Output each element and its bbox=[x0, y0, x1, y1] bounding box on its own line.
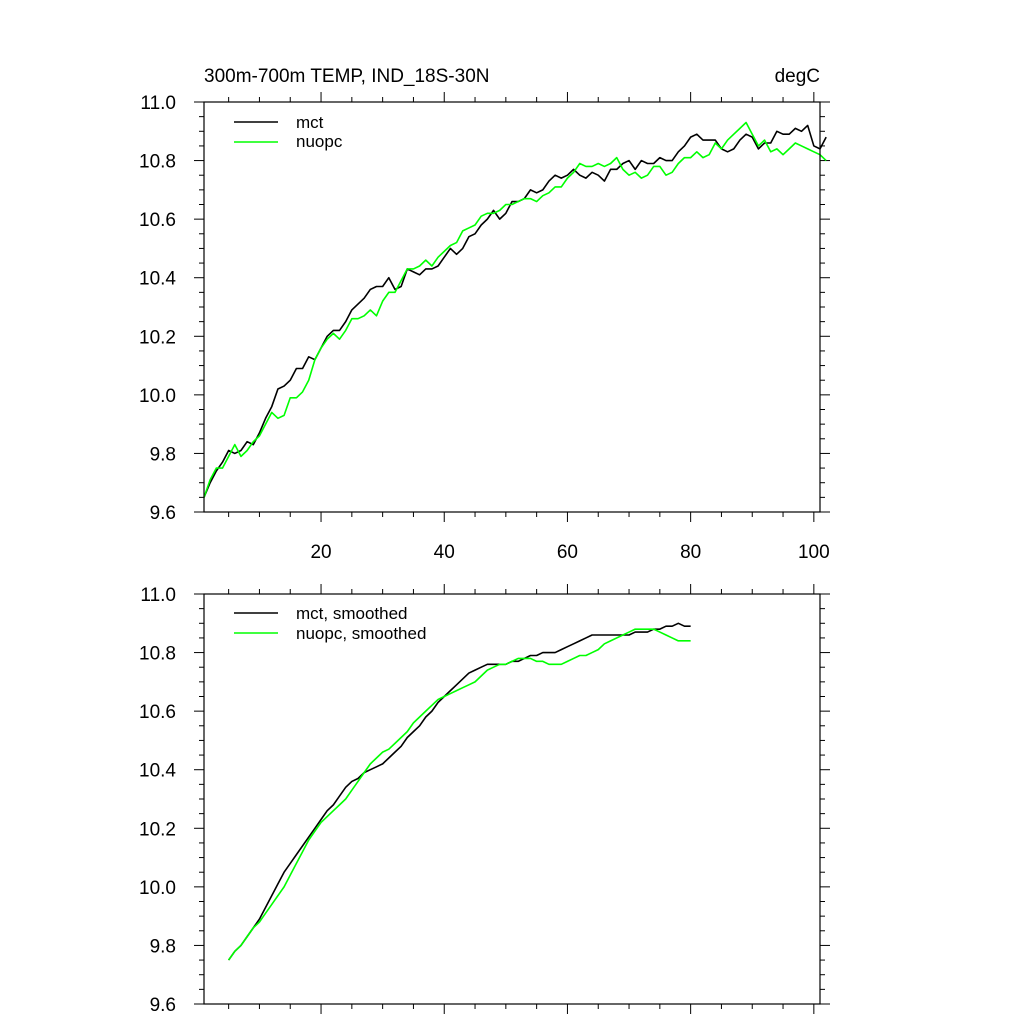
bottom-plot-frame bbox=[203, 593, 821, 1005]
legend-label-nuopc: nuopc bbox=[296, 132, 343, 151]
y-tick-label: 11.0 bbox=[140, 93, 176, 114]
y-tick-label: 11.0 bbox=[140, 585, 176, 606]
y-tick-label: 9.6 bbox=[150, 995, 176, 1016]
y-tick-label: 10.0 bbox=[139, 386, 176, 407]
units-label: degC bbox=[775, 66, 820, 87]
x-tick-label: 80 bbox=[680, 542, 701, 563]
x-tick-label: 20 bbox=[310, 542, 331, 563]
bottom-series-lines bbox=[227, 622, 691, 961]
top-x-tick-labels: 20 40 60 80 100 bbox=[310, 542, 829, 563]
y-tick-label: 9.8 bbox=[150, 936, 176, 957]
y-tick-label: 10.8 bbox=[139, 644, 176, 665]
y-tick-label: 9.6 bbox=[150, 503, 176, 524]
top-axis-ticks bbox=[194, 92, 830, 522]
y-tick-label: 10.6 bbox=[139, 702, 176, 723]
top-plot-panel: 9.6 9.8 10.0 10.2 10.4 10.6 10.8 11.0 20 40 60 80 1… bbox=[139, 92, 830, 563]
x-tick-label: 40 bbox=[434, 542, 455, 563]
bottom-y-tick-labels: 9.6 9.8 10.0 10.2 10.4 10.6 10.8 11.0 bbox=[139, 585, 176, 1016]
bottom-axis-ticks bbox=[194, 584, 830, 1014]
legend-label-mct: mct bbox=[296, 113, 324, 132]
series-line-mct bbox=[203, 124, 827, 498]
y-tick-label: 10.8 bbox=[139, 152, 176, 173]
bottom-plot-panel: 9.6 9.8 10.0 10.2 10.4 10.6 10.8 11.0 mct, smoo… bbox=[139, 584, 830, 1016]
legend-label-mct-smoothed: mct, smoothed bbox=[296, 604, 408, 623]
series-line-nuopc-smoothed bbox=[227, 628, 691, 961]
y-tick-label: 10.4 bbox=[139, 761, 176, 782]
y-tick-label: 10.0 bbox=[139, 878, 176, 899]
y-tick-label: 10.2 bbox=[139, 327, 176, 348]
y-tick-label: 10.2 bbox=[139, 819, 176, 840]
top-y-tick-labels: 9.6 9.8 10.0 10.2 10.4 10.6 10.8 11.0 bbox=[139, 93, 176, 524]
top-plot-frame bbox=[203, 101, 821, 513]
y-tick-label: 9.8 bbox=[150, 444, 176, 465]
bottom-legend: mct, smoothed nuopc, smoothed bbox=[234, 604, 426, 643]
top-series-lines bbox=[203, 121, 827, 498]
x-tick-label: 60 bbox=[557, 542, 578, 563]
series-line-nuopc bbox=[203, 121, 827, 498]
legend-label-nuopc-smoothed: nuopc, smoothed bbox=[296, 624, 426, 643]
y-tick-label: 10.6 bbox=[139, 210, 176, 231]
series-line-mct-smoothed bbox=[227, 622, 691, 961]
x-tick-label: 100 bbox=[798, 542, 830, 563]
chart-title: 300m-700m TEMP, IND_18S-30N bbox=[204, 66, 489, 87]
top-legend: mct nuopc bbox=[234, 113, 343, 151]
y-tick-label: 10.4 bbox=[139, 269, 176, 290]
